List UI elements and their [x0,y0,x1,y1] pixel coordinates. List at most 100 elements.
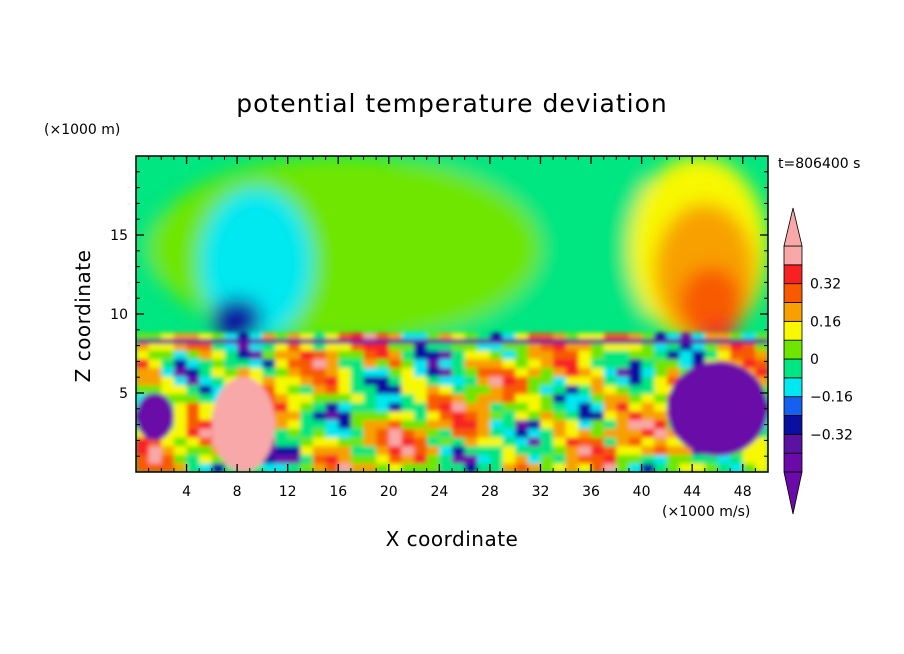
field-cell [199,332,213,342]
colorbar-bin [783,245,803,266]
colorbar-label: −0.32 [810,427,853,443]
field-cell [603,393,617,403]
field-cell [401,367,415,377]
field-cell [679,454,693,464]
field-cell [338,402,352,412]
field-cell [540,367,554,377]
field-cell [173,393,188,403]
field-cell [388,359,403,369]
field-cell [515,402,529,412]
field-cell [654,428,668,438]
field-cell [565,411,580,421]
field-cell [199,454,213,464]
field-cell [654,445,668,455]
colorbar-bin [783,377,803,398]
field-cell [388,393,403,403]
field-cell [742,454,756,464]
field-cell [578,376,592,386]
field-cell [452,376,466,386]
x-tick-label: 28 [481,484,499,500]
field-cell [300,341,314,351]
field-cell [211,332,226,342]
field-cell [591,350,605,360]
field-cell [540,332,554,342]
field-cell [730,332,744,342]
field-cell [224,350,238,360]
time-label: t=806400 s [778,156,860,172]
field-cell [464,376,478,386]
field-cell [755,367,768,377]
field-cell [161,454,175,464]
field-cell [186,393,200,403]
field-cell [616,350,630,360]
field-cell [312,341,327,351]
field-cell [173,385,188,395]
field-cell [502,454,516,464]
field-cell [692,359,706,369]
field-cell [477,393,491,403]
field-cell [312,332,327,342]
field-cell [338,437,352,447]
field-cell [300,385,314,395]
field-cell [262,341,276,351]
field-cell [654,359,668,369]
field-cell [502,376,516,386]
field-cell [628,376,643,386]
field-cell [186,419,200,429]
field-cell [464,419,478,429]
field-cell [489,385,504,395]
field-cell [692,332,706,342]
field-cell [363,463,377,472]
field-cell [464,341,478,351]
field-cell [603,463,617,472]
field-cell [363,454,377,464]
field-cell [401,359,415,369]
field-cell [388,419,403,429]
field-cell [376,385,390,395]
field-cell [148,463,162,472]
field-cell [401,350,415,360]
field-cell [578,341,592,351]
field-cell [742,350,756,360]
field-cell [325,393,339,403]
inversion-layer [136,338,768,344]
field-cell [249,367,264,377]
field-cell [338,411,352,421]
field-cell [148,341,162,351]
colorbar-bin [783,339,803,360]
field-cell [161,445,175,455]
field-cell [553,393,567,403]
field-cell [325,376,339,386]
field-cell [338,454,352,464]
field-cell [439,393,453,403]
field-cell [199,437,213,447]
field-cell [401,463,415,472]
field-cell [578,454,592,464]
field-cell [161,359,175,369]
field-cell [199,419,213,429]
field-cell [553,350,567,360]
field-cell [211,385,226,395]
field-cell [540,454,554,464]
field-cell [275,376,289,386]
field-cell [275,428,289,438]
field-cell [275,419,289,429]
field-cell [338,367,352,377]
field-cell [628,454,643,464]
field-cell [300,428,314,438]
x-tick-label: 40 [633,484,651,500]
field-cell [477,332,491,342]
field-cell [477,350,491,360]
field-cell [199,350,213,360]
field-cell [300,454,314,464]
field-cell [565,341,580,351]
field-cell [477,463,491,472]
field-cell [161,332,175,342]
field-cell [641,454,655,464]
field-cell [148,437,162,447]
field-cell [502,428,516,438]
field-cell [742,359,756,369]
field-cell [338,393,352,403]
field-cell [426,437,440,447]
field-cell [338,376,352,386]
